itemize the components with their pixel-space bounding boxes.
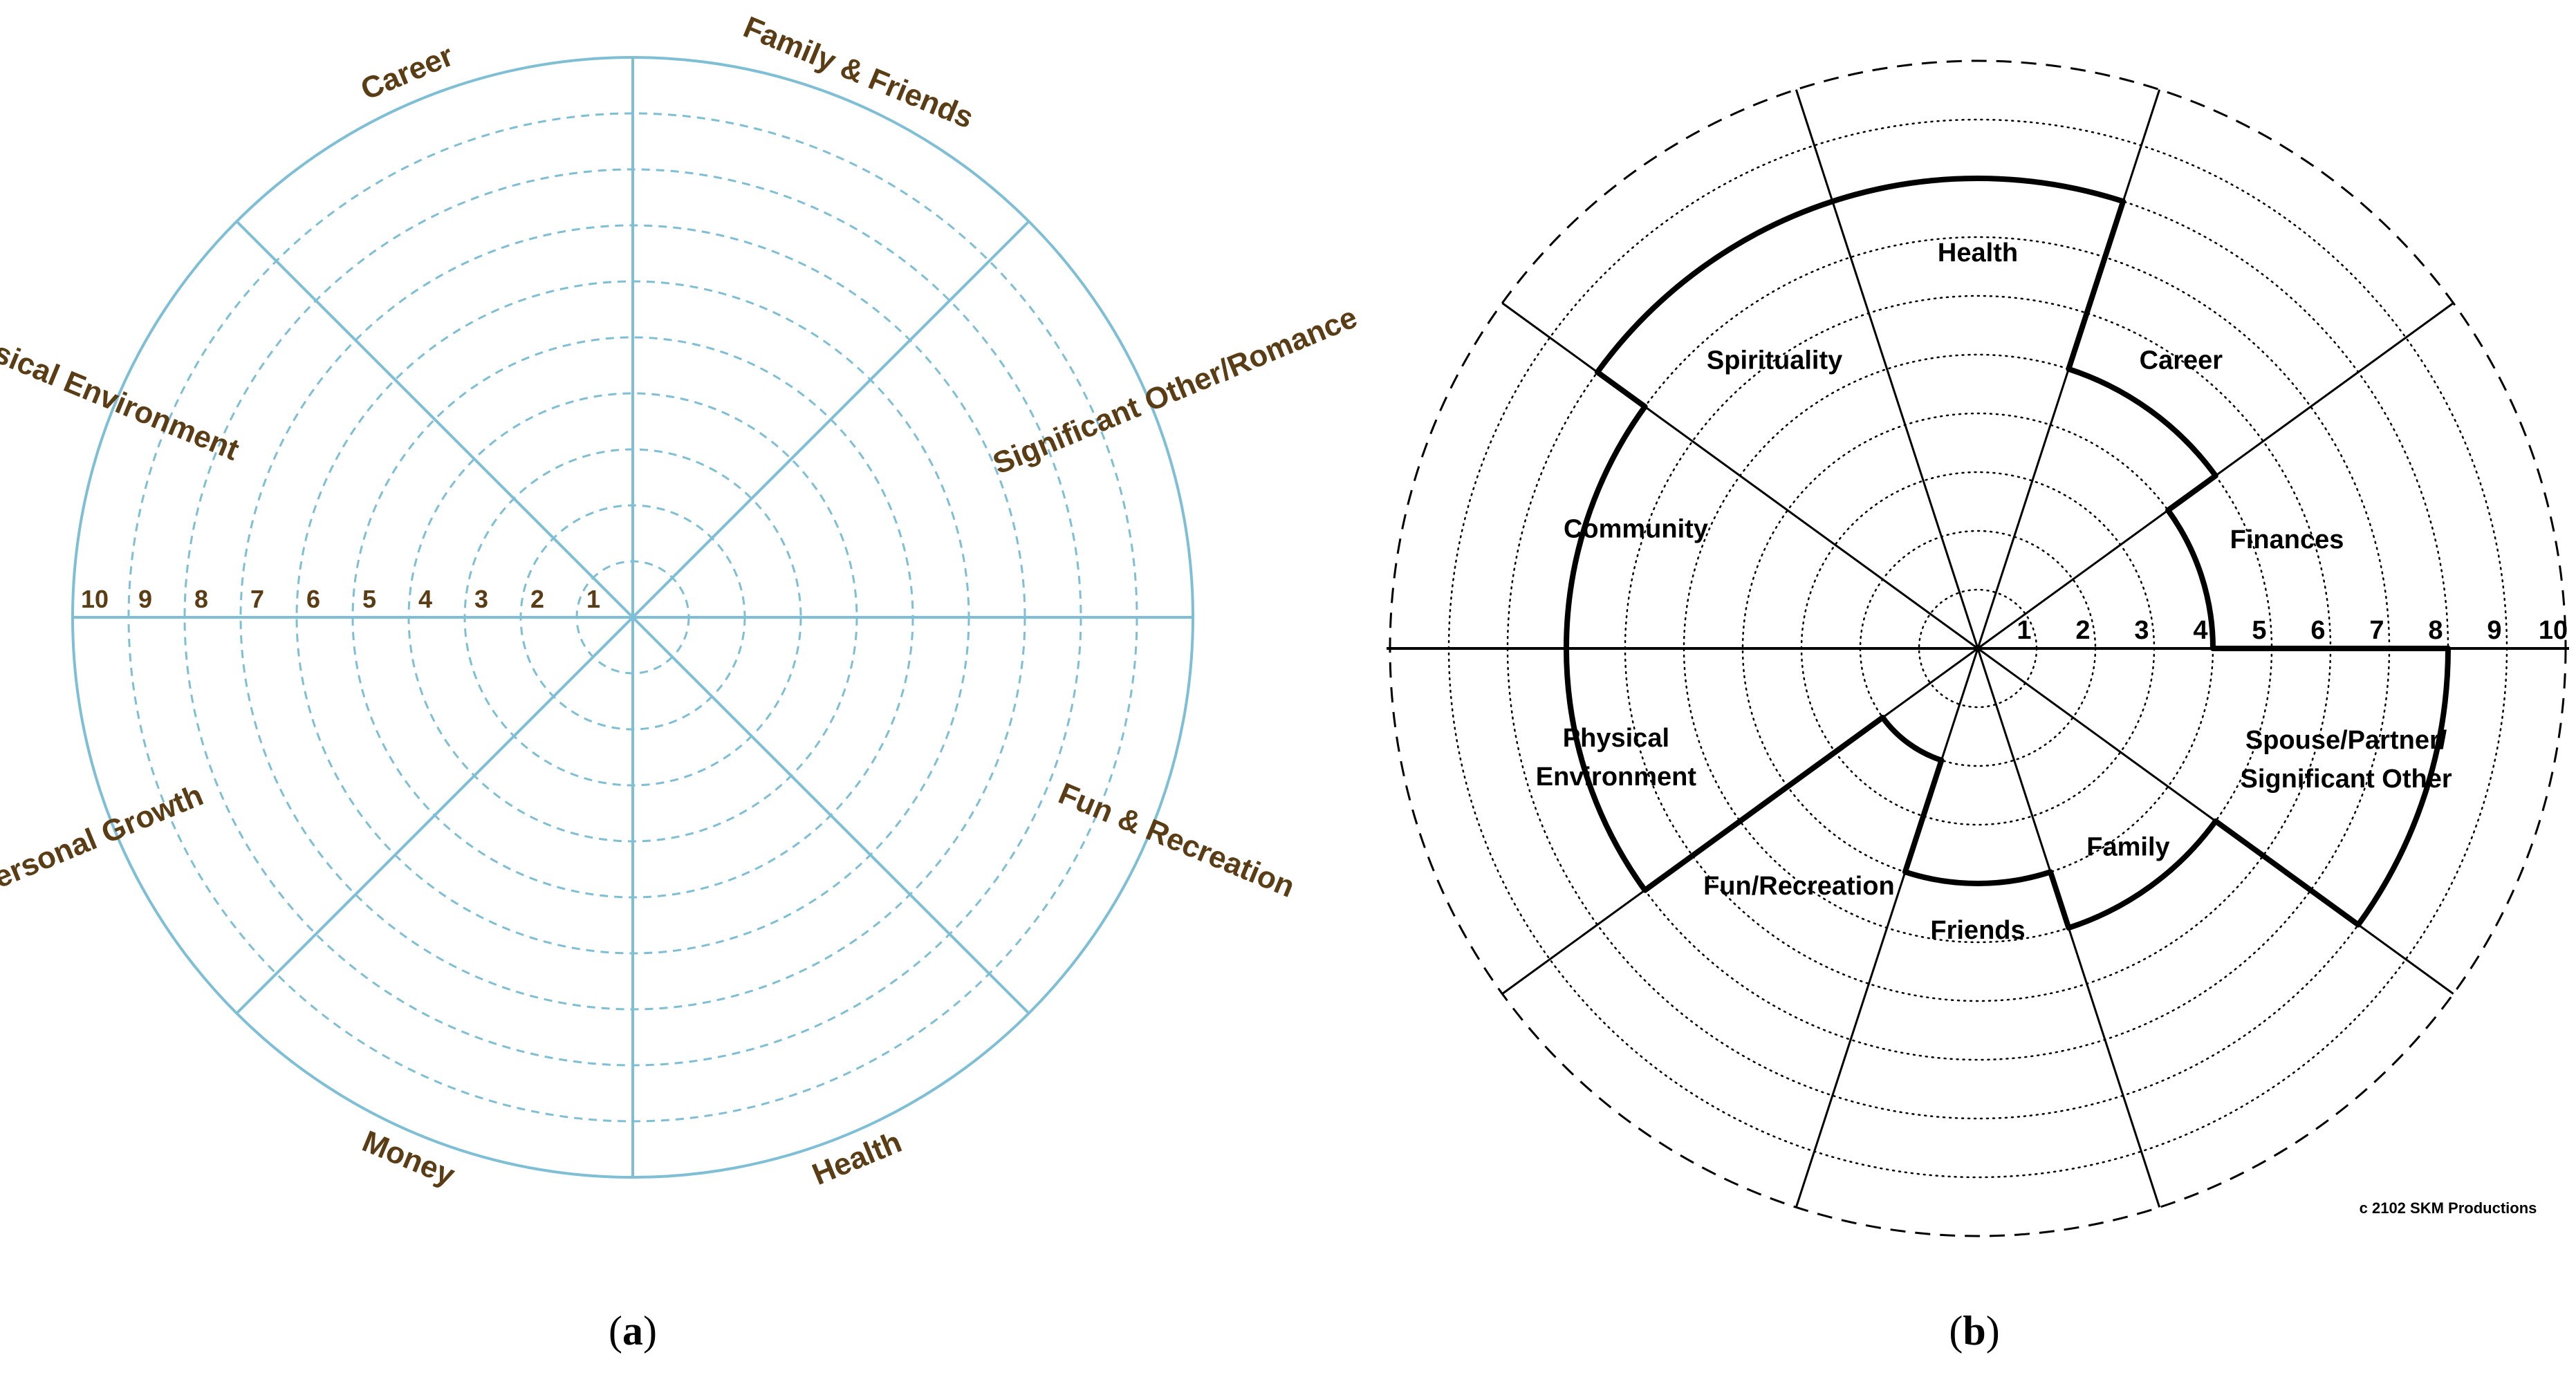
scale-number: 6 — [2310, 616, 2325, 645]
scale-number: 6 — [306, 585, 320, 613]
category-label: Spouse/Partner/Significant Other — [2241, 726, 2452, 794]
spoke-line — [631, 220, 1030, 619]
caption-a: (a) — [609, 1308, 657, 1354]
scale-number: 1 — [2017, 616, 2031, 645]
scale-number: 2 — [530, 585, 544, 613]
category-label: Fun/Recreation — [1703, 872, 1895, 901]
scale-number: 3 — [2134, 616, 2149, 645]
scale-number: 1 — [586, 585, 600, 613]
scale-number: 10 — [81, 585, 109, 613]
wheel-of-life-blank: Family & Friends Significant Other/Romanc… — [0, 10, 1362, 1193]
spoke-line — [1501, 302, 1979, 650]
category-label: Community — [1564, 514, 1708, 543]
scale-number: 2 — [2075, 616, 2090, 645]
spoke-line — [631, 616, 1030, 1015]
scale-number: 9 — [2487, 616, 2501, 645]
category-label: Significant Other/Romance — [988, 300, 1362, 480]
scale-number: 5 — [362, 585, 376, 613]
category-label: Career — [356, 39, 458, 107]
score-profile — [1564, 176, 2451, 931]
spoke-line — [235, 220, 634, 619]
spoke-line — [235, 616, 634, 1015]
category-label: Health — [808, 1125, 907, 1192]
category-label: Money — [358, 1124, 460, 1192]
category-label: Finances — [2230, 525, 2344, 554]
category-label: Career — [2140, 346, 2223, 375]
category-label: Family — [2086, 832, 2169, 861]
category-label: Physical Environment — [0, 314, 244, 467]
spoke-line — [1795, 89, 1979, 649]
scale-number: 4 — [2193, 616, 2207, 645]
scale-number: 7 — [2369, 616, 2384, 645]
scale-number: 8 — [2428, 616, 2443, 645]
scale-number: 5 — [2252, 616, 2266, 645]
category-label: Spirituality — [1707, 346, 1842, 375]
scale-number: 3 — [474, 585, 488, 613]
category-label: Personal Growth — [0, 778, 208, 903]
category-label: Family & Friends — [739, 10, 978, 135]
scale-number: 7 — [250, 585, 264, 613]
category-label: Friends — [1930, 916, 2025, 945]
scale-number: 8 — [194, 585, 208, 613]
category-label: Fun & Recreation — [1054, 776, 1299, 904]
scale-number: 4 — [418, 585, 432, 613]
scale-number: 10 — [2539, 616, 2568, 645]
wheel-of-life-scored: Health Career Finances Spouse/Partner/Signi… — [1387, 59, 2569, 1237]
scale-number: 9 — [138, 585, 152, 613]
category-label: Physical Environment — [1536, 724, 1697, 792]
copyright-text: c 2102 SKM Productions — [2360, 1199, 2537, 1217]
spoke-line — [1795, 648, 1979, 1208]
caption-b: (b) — [1949, 1308, 1999, 1354]
category-label: Health — [1938, 238, 2018, 268]
